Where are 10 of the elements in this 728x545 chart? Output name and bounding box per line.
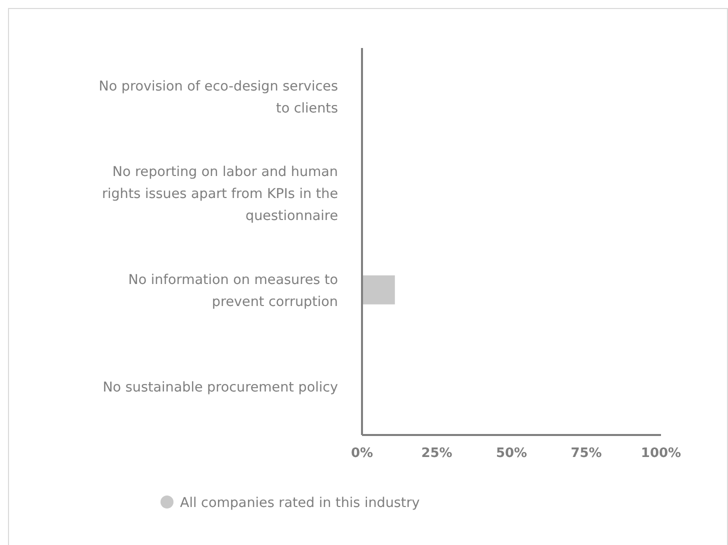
- x-tick-label: 75%: [570, 446, 602, 461]
- x-tick-label: 50%: [496, 446, 528, 461]
- y-tick-label: No provision of eco-design services to clients: [98, 78, 338, 116]
- x-tick-label: 0%: [350, 446, 374, 461]
- y-tick-label: No reporting on labor and human rights issues apart from KPIs in the questionnaire: [102, 164, 338, 224]
- legend-label: All companies rated in this industry: [180, 495, 420, 511]
- y-tick-label: No sustainable procurement policy: [102, 380, 338, 396]
- x-tick-label: 25%: [421, 446, 452, 461]
- y-tick-label: No information on measures to prevent corruption: [128, 272, 338, 310]
- x-tick-label: 100%: [640, 446, 682, 461]
